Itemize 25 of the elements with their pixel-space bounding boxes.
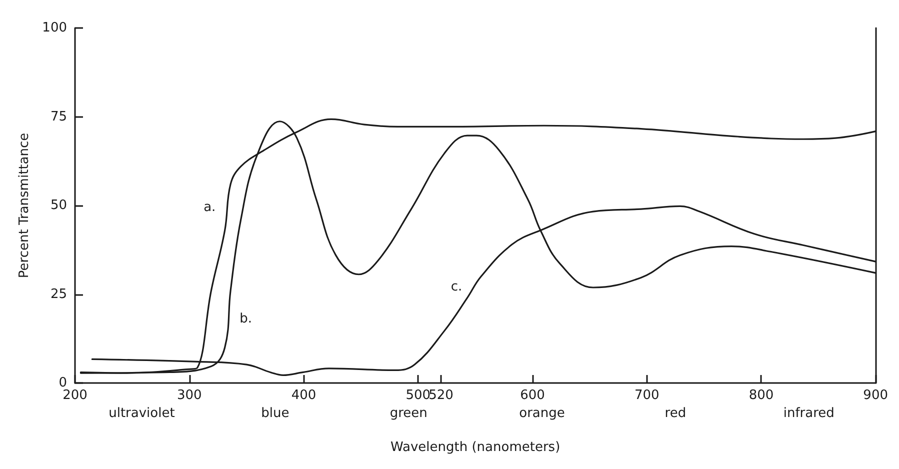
text: red [664,406,686,421]
series-label: b. [240,312,252,327]
text: infrared [783,406,834,421]
x-tick-label: 800 [748,388,774,403]
y-tick-label: 0 [58,376,67,390]
y-tick-label: 50 [50,198,67,213]
x-tick-label: 400 [291,388,316,403]
x-tick-label: 900 [863,388,888,403]
x-tick-label: 600 [520,388,545,403]
x-tick-label: 520 [428,388,454,403]
text: orange [519,406,565,421]
text: green [390,406,428,421]
y-axis-title: Percent Transmittance [17,132,32,278]
x-tick-label: 700 [634,388,660,403]
x-tick-label: 200 [62,388,88,403]
x-tick-label: 300 [176,388,202,403]
text: ultraviolet [108,406,175,421]
series-label: a. [204,200,216,215]
series-label: c. [450,280,462,295]
y-tick-label: 100 [42,20,67,36]
text: blue [261,406,290,421]
x-axis-title: Wavelength (nanometers) [390,440,560,455]
y-tick-label: 75 [50,109,67,124]
y-tick-label: 25 [50,286,67,302]
x-tick-label: 500 [406,388,431,403]
